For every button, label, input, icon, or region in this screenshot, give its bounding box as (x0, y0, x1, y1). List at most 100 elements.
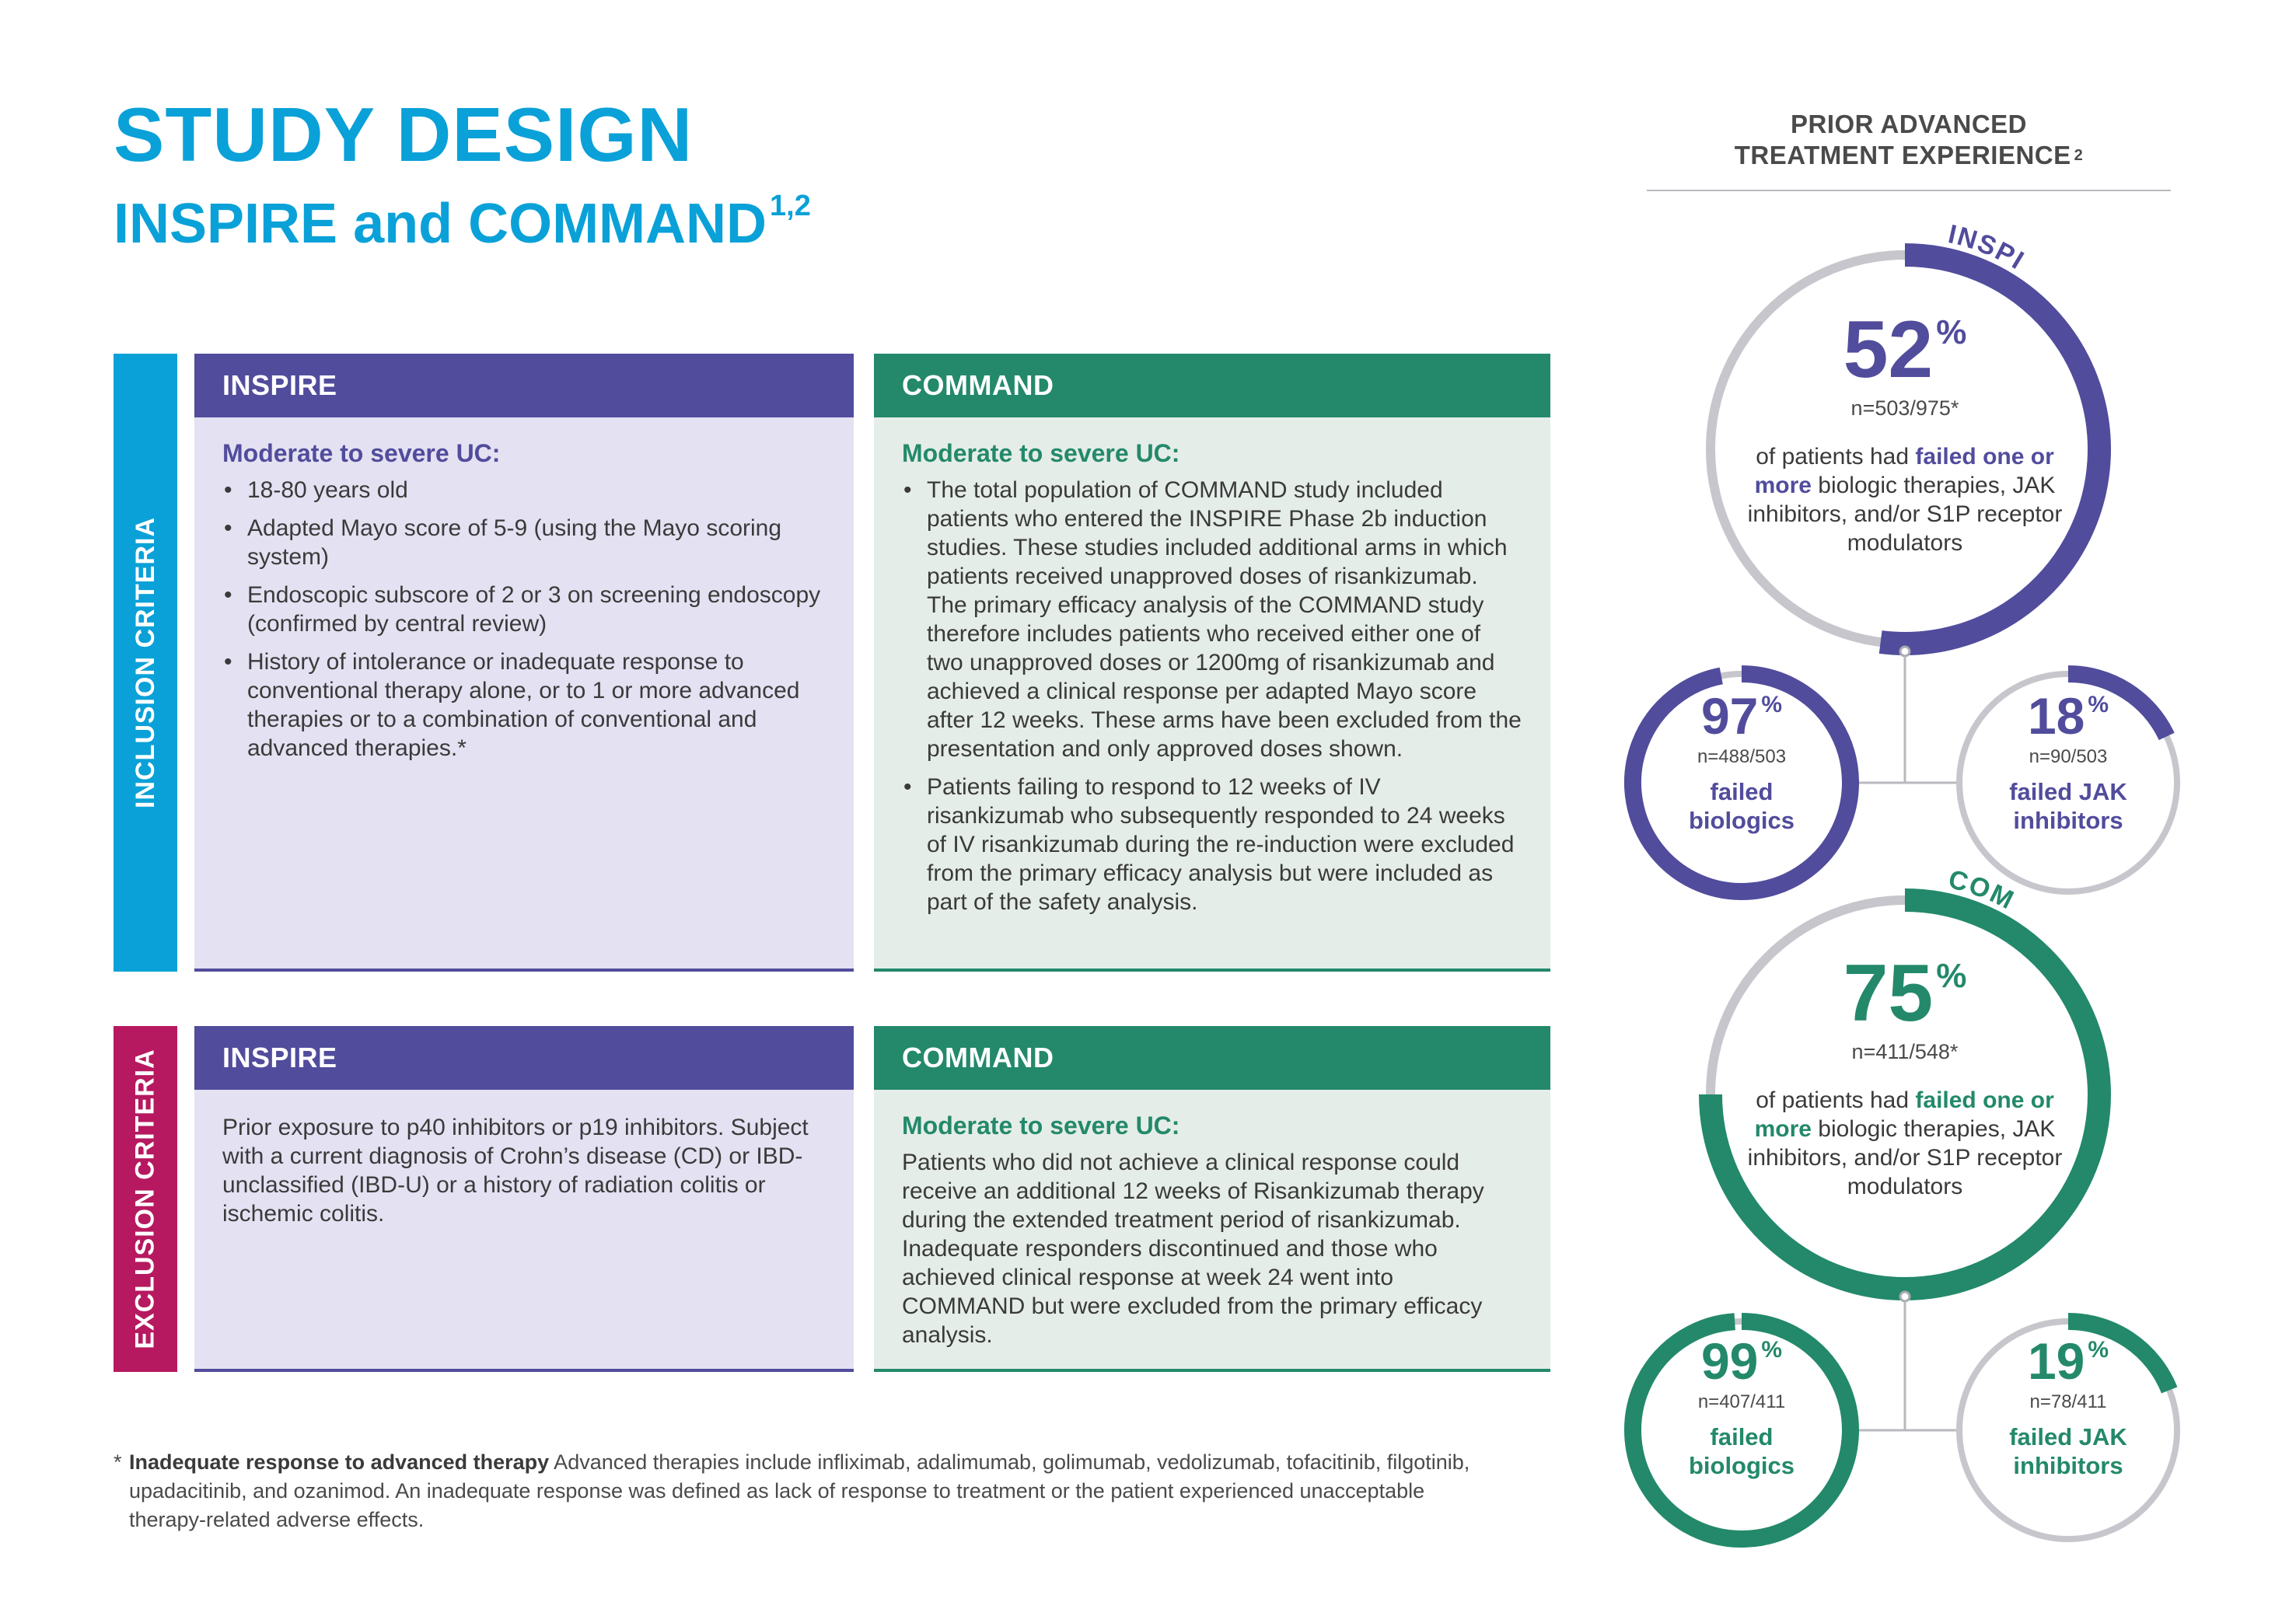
inspire-biologics-label-2: biologics (1688, 807, 1795, 834)
footnote-marker: * (114, 1450, 122, 1474)
command-biologics-stat: 99% n=407/411 failed biologics (1641, 1335, 1843, 1480)
prior-experience-title: PRIOR ADVANCED TREATMENT EXPERIENCE 2 (1648, 109, 2169, 171)
inclusion-command-body: Moderate to severe UC: The total populat… (874, 417, 1550, 972)
footnote: * Inadequate response to advanced therap… (114, 1448, 1505, 1534)
command-jak-label-2: inhibitors (2013, 1452, 2123, 1479)
command-jak-number: 19 (2027, 1332, 2085, 1390)
inspire-main-ring-arc (1878, 243, 2111, 655)
inclusion-command-header: COMMAND (874, 354, 1550, 417)
exclusion-criteria-bar: EXCLUSION CRITERIA (114, 1026, 177, 1372)
command-main-desc-post: biologic therapies, JAK inhibitors, and/… (1747, 1116, 2063, 1199)
command-jak-n: n=78/411 (2029, 1391, 2107, 1412)
inspire-biologics-number: 97 (1700, 687, 1759, 745)
inspire-jak-unit: % (2088, 692, 2109, 717)
exclusion-inspire-text: Prior exposure to p40 inhibitors or p19 … (222, 1115, 809, 1227)
command-main-desc: of patients had failed one or more biolo… (1742, 1086, 2068, 1201)
exclusion-inspire-body: Prior exposure to p40 inhibitors or p19 … (194, 1090, 854, 1372)
inspire-main-stat: 52% n=503/975* of patients had failed on… (1718, 309, 2092, 557)
command-jak-label: failed JAK inhibitors (1967, 1422, 2169, 1480)
inspire-main-desc: of patients had failed one or more biolo… (1742, 442, 2068, 557)
command-biologics-n: n=407/411 (1697, 1391, 1786, 1412)
command-main-desc-bold: failed one or more (1754, 1087, 2054, 1142)
list-item: Endoscopic subscore of 2 or 3 on screeni… (222, 581, 826, 638)
inspire-jak-ring-arc (2067, 665, 2175, 741)
inclusion-inspire-subhead: Moderate to severe UC: (222, 439, 501, 467)
inspire-jak-label-2: inhibitors (2013, 807, 2123, 834)
inclusion-command-list: The total population of COMMAND study in… (902, 476, 1522, 916)
inclusion-criteria-bar: INCLUSION CRITERIA (114, 354, 177, 972)
command-main-unit: % (1936, 957, 1967, 995)
inclusion-inspire-body: Moderate to severe UC: 18-80 years old A… (194, 417, 854, 972)
prior-experience-title-line1: PRIOR ADVANCED (1790, 110, 2028, 138)
exclusion-command-body: Moderate to severe UC: Patients who did … (874, 1090, 1550, 1372)
inspire-main-desc-bold: failed one or more (1754, 444, 2054, 498)
inspire-main-value: 52% (1718, 309, 2092, 390)
command-biologics-label-1: failed (1710, 1423, 1774, 1450)
inclusion-inspire-panel: INSPIRE Moderate to severe UC: 18-80 yea… (194, 354, 854, 972)
inclusion-command-panel: COMMAND Moderate to severe UC: The total… (874, 354, 1550, 972)
inspire-connector-dot (1899, 645, 1911, 658)
command-main-n: n=411/548* (1851, 1040, 1959, 1063)
inclusion-command-subhead: Moderate to severe UC: (902, 439, 1180, 467)
page-subtitle: INSPIRE and COMMAND 1,2 (114, 191, 811, 255)
inspire-main-n: n=503/975* (1850, 396, 1959, 420)
inspire-jak-label: failed JAK inhibitors (1967, 777, 2169, 835)
inspire-ring-label: INSPIRE (0, 0, 2030, 276)
inspire-biologics-ring-arc (1624, 665, 1859, 900)
inspire-ring-label-text: INSPIRE (0, 0, 2029, 276)
exclusion-command-subhead: Moderate to severe UC: (902, 1112, 1180, 1140)
footnote-bold: Inadequate response to advanced therapy (129, 1450, 550, 1474)
command-main-number: 75 (1843, 948, 1934, 1038)
prior-experience-title-line2: TREATMENT EXPERIENCE (1734, 141, 2071, 169)
inspire-jak-number: 18 (2027, 687, 2085, 745)
ring-layer: INSPIRE COMMAND (0, 0, 2180, 1548)
list-item: 18-80 years old (222, 476, 826, 504)
command-connector-dot (1899, 1290, 1911, 1303)
prior-experience-divider (1647, 190, 2171, 191)
inspire-jak-stat: 18% n=90/503 failed JAK inhibitors (1967, 690, 2169, 835)
command-main-stat: 75% n=411/548* of patients had failed on… (1718, 953, 2092, 1201)
command-biologics-ring-arc (1624, 1313, 1859, 1548)
subtitle-references: 1,2 (770, 190, 811, 222)
list-item: Adapted Mayo score of 5-9 (using the May… (222, 514, 826, 571)
exclusion-inspire-panel: INSPIRE Prior exposure to p40 inhibitors… (194, 1026, 854, 1372)
inspire-main-number: 52 (1843, 305, 1934, 395)
command-jak-label-1: failed JAK (2009, 1423, 2127, 1450)
command-biologics-unit: % (1761, 1337, 1783, 1363)
command-jak-value: 19% (1967, 1335, 2169, 1387)
page-title: STUDY DESIGN (114, 92, 694, 177)
command-biologics-label-2: biologics (1688, 1452, 1795, 1479)
inspire-jak-value: 18% (1967, 690, 2169, 742)
command-jak-stat: 19% n=78/411 failed JAK inhibitors (1967, 1335, 2169, 1480)
inspire-main-unit: % (1936, 313, 1967, 351)
command-biologics-label: failed biologics (1641, 1422, 1843, 1480)
list-item: Patients failing to respond to 12 weeks … (902, 773, 1522, 916)
inspire-jak-label-1: failed JAK (2009, 778, 2127, 805)
list-item: The total population of COMMAND study in… (902, 476, 1522, 763)
subtitle-text: INSPIRE and COMMAND (114, 193, 767, 255)
command-jak-ring-arc (2067, 1313, 2178, 1394)
inclusion-inspire-list: 18-80 years old Adapted Mayo score of 5-… (222, 476, 826, 763)
inspire-biologics-value: 97% (1641, 690, 1843, 742)
command-main-desc-pre: of patients had (1756, 1087, 1916, 1113)
command-main-ring-arc (1699, 888, 2111, 1300)
exclusion-inspire-header: INSPIRE (194, 1026, 854, 1090)
inspire-biologics-n: n=488/503 (1697, 746, 1787, 767)
inspire-biologics-stat: 97% n=488/503 failed biologics (1641, 690, 1843, 835)
footnote-text: Advanced therapies include infliximab, a… (129, 1450, 1470, 1531)
command-main-value: 75% (1718, 953, 2092, 1034)
command-jak-unit: % (2088, 1337, 2109, 1363)
command-biologics-number: 99 (1700, 1332, 1759, 1390)
inspire-jak-n: n=90/503 (2029, 746, 2108, 767)
inspire-main-desc-pre: of patients had (1756, 444, 1916, 469)
inclusion-inspire-header: INSPIRE (194, 354, 854, 417)
list-item: History of intolerance or inadequate res… (222, 647, 826, 763)
inspire-biologics-label: failed biologics (1641, 777, 1843, 835)
exclusion-command-text: Patients who did not achieve a clinical … (902, 1150, 1484, 1348)
inspire-biologics-label-1: failed (1710, 778, 1774, 805)
exclusion-command-header: COMMAND (874, 1026, 1550, 1090)
inspire-biologics-unit: % (1761, 692, 1783, 717)
prior-experience-title-ref: 2 (2074, 147, 2084, 164)
exclusion-command-panel: COMMAND Moderate to severe UC: Patients … (874, 1026, 1550, 1372)
